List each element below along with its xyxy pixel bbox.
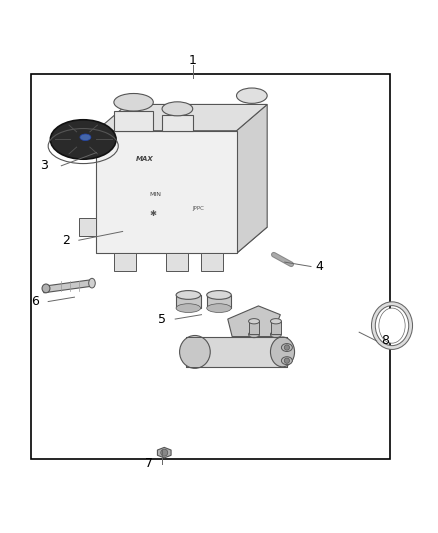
Text: 6: 6: [31, 295, 39, 308]
Polygon shape: [96, 227, 267, 253]
Ellipse shape: [249, 331, 259, 338]
Text: JPPC: JPPC: [193, 206, 205, 211]
Ellipse shape: [270, 331, 281, 338]
Ellipse shape: [207, 290, 231, 300]
Ellipse shape: [50, 120, 116, 159]
Polygon shape: [176, 295, 201, 308]
Text: ✱: ✱: [150, 209, 157, 218]
Polygon shape: [166, 253, 188, 271]
Circle shape: [284, 345, 290, 350]
Polygon shape: [114, 111, 153, 131]
Polygon shape: [157, 447, 171, 458]
Polygon shape: [237, 104, 267, 253]
Polygon shape: [186, 336, 287, 367]
Polygon shape: [249, 321, 259, 334]
Ellipse shape: [176, 304, 201, 312]
Ellipse shape: [379, 308, 405, 343]
Text: 2: 2: [62, 233, 70, 247]
Bar: [31, 74, 390, 459]
Polygon shape: [44, 280, 92, 293]
Polygon shape: [96, 104, 267, 131]
Text: 4: 4: [316, 260, 324, 273]
Polygon shape: [201, 253, 223, 271]
Text: 3: 3: [40, 159, 48, 172]
Ellipse shape: [42, 284, 50, 293]
Text: 5: 5: [158, 312, 166, 326]
Polygon shape: [96, 131, 237, 253]
Circle shape: [161, 449, 168, 456]
Ellipse shape: [114, 93, 153, 111]
Ellipse shape: [88, 278, 95, 288]
Ellipse shape: [162, 102, 193, 116]
Polygon shape: [79, 219, 96, 236]
Text: MIN: MIN: [149, 192, 161, 197]
Polygon shape: [207, 295, 231, 308]
Ellipse shape: [180, 335, 210, 368]
Polygon shape: [162, 115, 193, 131]
Ellipse shape: [270, 337, 294, 367]
Ellipse shape: [249, 319, 259, 324]
Ellipse shape: [237, 88, 267, 103]
Ellipse shape: [80, 134, 91, 141]
Ellipse shape: [281, 344, 293, 351]
Circle shape: [284, 358, 290, 364]
Ellipse shape: [281, 357, 293, 365]
Text: 1: 1: [189, 54, 197, 67]
Text: 8: 8: [381, 335, 389, 348]
Text: MAX: MAX: [136, 156, 154, 163]
Text: 7: 7: [145, 457, 153, 470]
Polygon shape: [228, 306, 280, 336]
Ellipse shape: [207, 304, 231, 312]
Polygon shape: [114, 253, 136, 271]
Ellipse shape: [270, 319, 281, 324]
Polygon shape: [271, 321, 281, 334]
Ellipse shape: [176, 290, 201, 300]
